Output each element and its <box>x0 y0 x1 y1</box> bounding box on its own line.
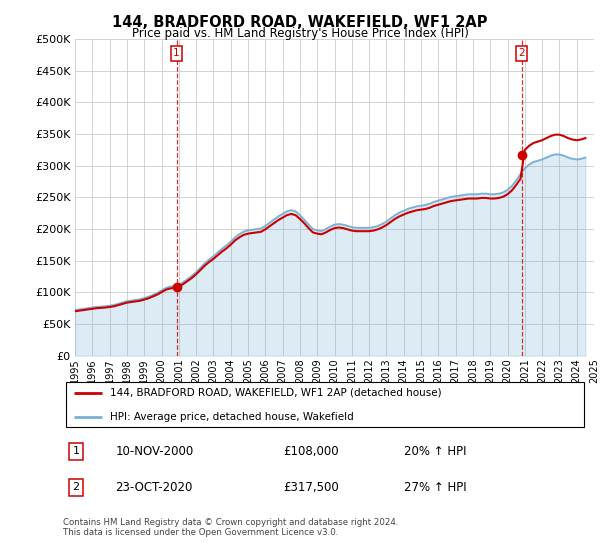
Text: 1: 1 <box>173 48 180 58</box>
Text: 2: 2 <box>73 482 80 492</box>
Text: 144, BRADFORD ROAD, WAKEFIELD, WF1 2AP: 144, BRADFORD ROAD, WAKEFIELD, WF1 2AP <box>112 15 488 30</box>
Text: HPI: Average price, detached house, Wakefield: HPI: Average price, detached house, Wake… <box>110 412 354 422</box>
Text: £317,500: £317,500 <box>284 481 339 494</box>
Text: Price paid vs. HM Land Registry's House Price Index (HPI): Price paid vs. HM Land Registry's House … <box>131 27 469 40</box>
Text: 2: 2 <box>518 48 525 58</box>
Text: £108,000: £108,000 <box>284 445 339 458</box>
Text: Contains HM Land Registry data © Crown copyright and database right 2024.
This d: Contains HM Land Registry data © Crown c… <box>63 518 398 538</box>
Text: 144, BRADFORD ROAD, WAKEFIELD, WF1 2AP (detached house): 144, BRADFORD ROAD, WAKEFIELD, WF1 2AP (… <box>110 388 442 398</box>
Text: 27% ↑ HPI: 27% ↑ HPI <box>404 481 467 494</box>
Text: 1: 1 <box>73 446 80 456</box>
Text: 10-NOV-2000: 10-NOV-2000 <box>115 445 194 458</box>
Text: 23-OCT-2020: 23-OCT-2020 <box>115 481 193 494</box>
FancyBboxPatch shape <box>65 382 584 427</box>
Text: 20% ↑ HPI: 20% ↑ HPI <box>404 445 467 458</box>
